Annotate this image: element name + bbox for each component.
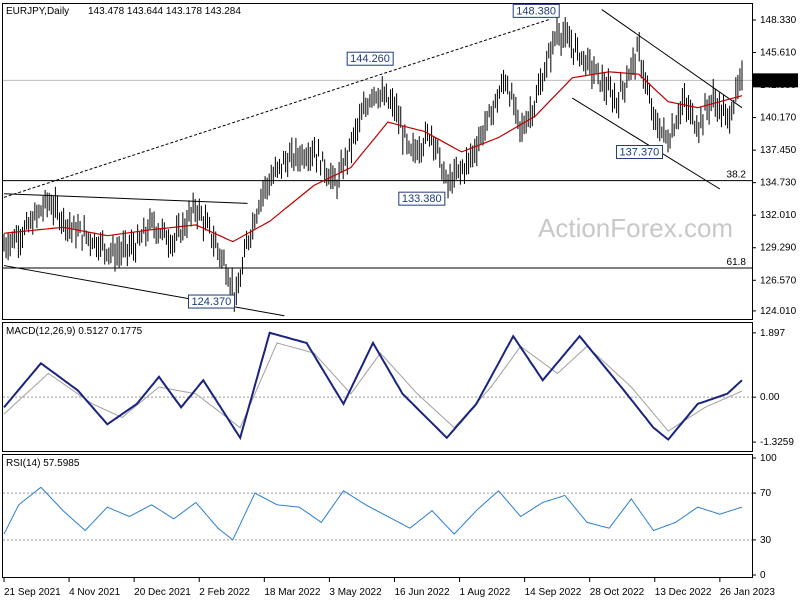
price-y-tick-label: 145.610 bbox=[760, 48, 797, 59]
x-tick-label: 14 Sep 2022 bbox=[525, 587, 582, 598]
rsi-title: RSI(14) 57.5985 bbox=[6, 458, 80, 469]
macd-title: MACD(12,26,9) 0.5127 0.1775 bbox=[6, 326, 143, 337]
panel-frames bbox=[2, 3, 753, 578]
rsi-y-tick-label: 30 bbox=[760, 535, 772, 546]
trendline-down-lower bbox=[571, 97, 721, 190]
rsi-layer bbox=[3, 486, 752, 541]
macd-signal-line bbox=[3, 342, 743, 432]
price-annotation-box bbox=[188, 294, 235, 309]
x-tick-label: 20 Dec 2021 bbox=[134, 587, 191, 598]
price-annotation-box bbox=[616, 145, 664, 160]
price-chart-title: EURJPY,Daily bbox=[6, 6, 69, 17]
price-y-tick-label: 148.330 bbox=[760, 15, 797, 26]
x-tick-label: 26 Jan 2023 bbox=[720, 587, 775, 598]
price-annotation-box bbox=[512, 3, 560, 18]
x-tick-label: 18 Mar 2022 bbox=[264, 587, 321, 598]
x-tick-label: 16 Jun 2022 bbox=[394, 587, 449, 598]
x-tick-label: 13 Dec 2022 bbox=[655, 587, 712, 598]
price-annotation-box bbox=[398, 191, 446, 206]
price-y-tick-label: 124.010 bbox=[760, 306, 797, 317]
macd-y-tick-label: -1.3259 bbox=[760, 437, 794, 448]
trendline-down-upper bbox=[601, 9, 743, 109]
price-annotation-label: 124.370 bbox=[192, 296, 232, 308]
price-ohlc-header: 143.478 143.644 143.178 143.284 bbox=[88, 6, 241, 17]
price-y-tick-label: 126.570 bbox=[760, 275, 797, 286]
price-y-tick-label: 134.730 bbox=[760, 178, 797, 189]
fib-level-label: 38.2 bbox=[727, 170, 747, 181]
trendline-upper-channel bbox=[3, 193, 248, 204]
x-tick-label: 2 Feb 2022 bbox=[199, 587, 250, 598]
price-annotation-label: 137.370 bbox=[620, 147, 660, 159]
price-y-tick-label: 140.170 bbox=[760, 113, 797, 124]
x-tick-label: 28 Oct 2022 bbox=[590, 587, 645, 598]
price-panel-frame bbox=[2, 3, 753, 320]
price-annotation-box bbox=[346, 51, 394, 66]
price-y-tick-label: 129.290 bbox=[760, 243, 797, 254]
price-y-tick-label: 137.450 bbox=[760, 145, 797, 156]
watermark-text: ActionForex.com bbox=[538, 213, 733, 243]
x-tick-label: 4 Nov 2021 bbox=[69, 587, 121, 598]
moving-average-line bbox=[3, 71, 743, 243]
axis-layer: 148.330145.610142.890140.170137.450134.7… bbox=[3, 15, 798, 598]
price-layer: 38.2 61.8 148.380 144.260 133.380 124.370 137.… bbox=[3, 3, 752, 317]
price-annotation-label: 144.260 bbox=[350, 53, 390, 65]
macd-line bbox=[3, 331, 743, 441]
macd-layer bbox=[3, 331, 752, 441]
rsi-panel-frame bbox=[2, 454, 753, 578]
trendline-dashed bbox=[3, 18, 551, 198]
rsi-y-tick-label: 70 bbox=[760, 488, 772, 499]
rsi-y-tick-label: 100 bbox=[760, 453, 777, 464]
x-tick-label: 3 May 2022 bbox=[329, 587, 382, 598]
rsi-line bbox=[3, 486, 743, 541]
trendline-lower-channel bbox=[3, 265, 285, 317]
fib-level-label: 61.8 bbox=[727, 257, 747, 268]
x-tick-label: 21 Sep 2021 bbox=[4, 587, 61, 598]
last-price-label: 143.284 bbox=[760, 76, 797, 87]
macd-panel-frame bbox=[2, 322, 753, 452]
macd-y-tick-label: 1.897 bbox=[760, 328, 785, 339]
macd-y-tick-label: 0.00 bbox=[760, 392, 780, 403]
last-price-tag bbox=[753, 73, 798, 88]
rsi-y-tick-label: 0 bbox=[760, 570, 766, 581]
price-annotation-label: 148.380 bbox=[516, 5, 556, 17]
price-annotation-label: 133.380 bbox=[402, 193, 442, 205]
price-y-tick-label: 132.010 bbox=[760, 210, 797, 221]
x-tick-label: 1 Aug 2022 bbox=[460, 587, 511, 598]
